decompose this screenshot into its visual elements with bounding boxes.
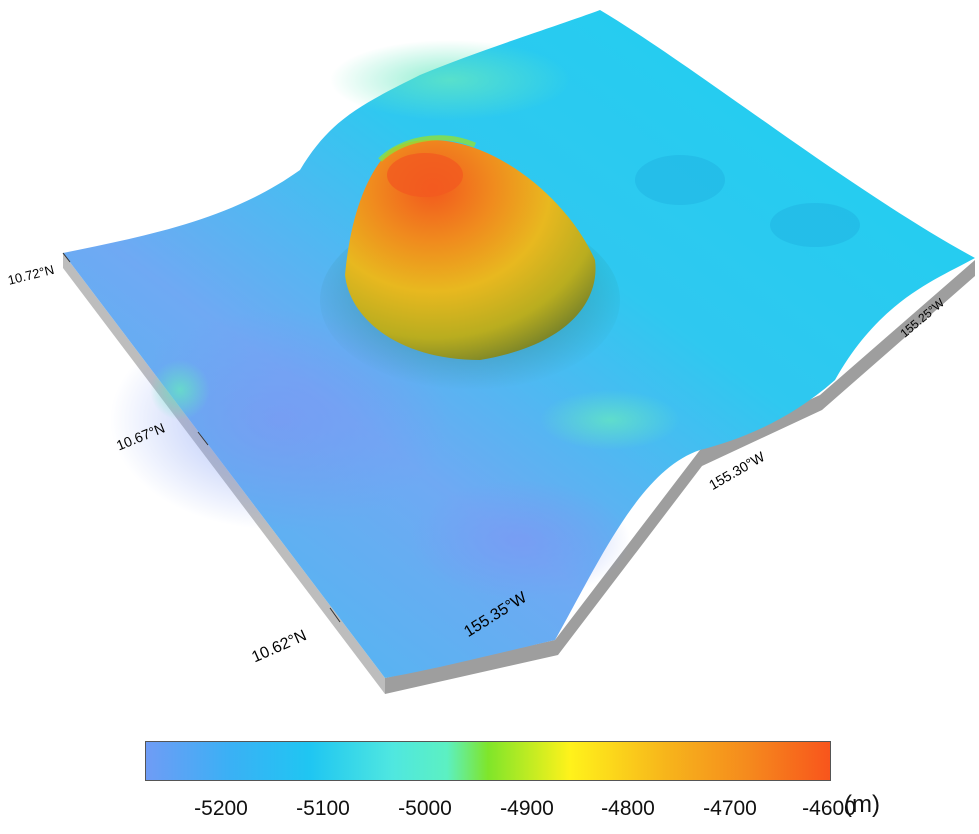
colorbar-tick-label: -5200	[194, 797, 248, 820]
deep-area	[410, 480, 630, 600]
colorbar-tick-label: -4800	[601, 797, 655, 820]
block-side-right	[385, 260, 975, 694]
depression	[770, 203, 860, 247]
colorbar-tick-label: -4900	[500, 797, 554, 820]
colorbar-tick-label: -4700	[703, 797, 757, 820]
seamount-peak	[387, 153, 463, 197]
ridge-area	[540, 390, 680, 450]
lat-tick	[329, 607, 341, 623]
seamount	[345, 139, 596, 360]
seamount-rim	[378, 135, 476, 162]
colorbar-tick-label: -5100	[296, 797, 350, 820]
ridge-area	[150, 360, 210, 420]
ridge-area	[330, 40, 570, 120]
colorbar-unit-label: (m)	[844, 791, 880, 818]
depression	[635, 155, 725, 205]
lat-tick	[62, 252, 71, 263]
depth-colorbar	[145, 741, 831, 781]
colorbar-tick-label: -5000	[398, 797, 452, 820]
lat-tick	[197, 431, 209, 446]
colorbar-tick-label: -4600	[802, 797, 856, 820]
